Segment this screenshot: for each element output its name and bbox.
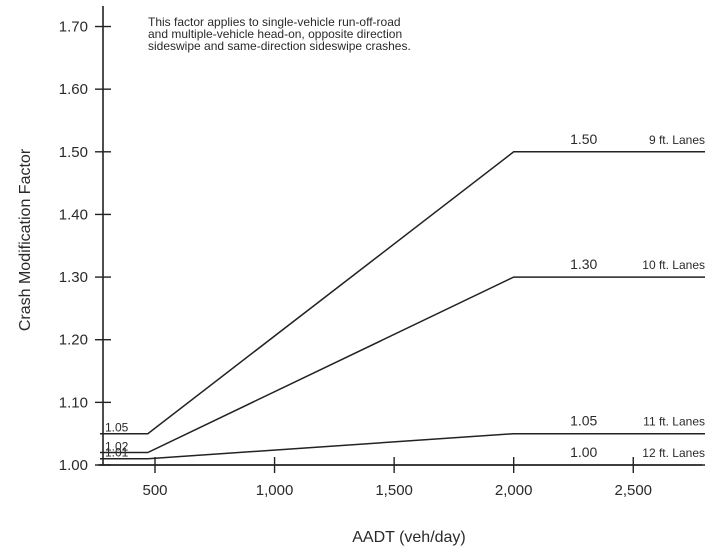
x-tick-label: 500 bbox=[142, 482, 167, 499]
x-tick-label: 1,000 bbox=[256, 482, 294, 499]
x-axis-title: AADT (veh/day) bbox=[352, 529, 466, 546]
lane-label: 11 ft. Lanes bbox=[643, 415, 705, 429]
start-value-label: 1.05 bbox=[105, 421, 129, 435]
y-tick-label: 1.60 bbox=[59, 81, 88, 98]
series-line bbox=[100, 432, 705, 460]
y-tick-label: 1.00 bbox=[59, 457, 88, 474]
lane-label: 9 ft. Lanes bbox=[649, 133, 705, 147]
y-tick-label: 1.10 bbox=[59, 394, 88, 411]
y-tick-label: 1.70 bbox=[59, 19, 88, 36]
end-value-label: 1.50 bbox=[570, 131, 597, 147]
series-line bbox=[100, 151, 705, 435]
end-value-label: 1.30 bbox=[570, 256, 597, 272]
y-tick-label: 1.20 bbox=[59, 332, 88, 349]
start-value-label: 1.01 bbox=[105, 446, 129, 460]
y-axis-title: Crash Modification Factor bbox=[17, 148, 34, 331]
start-value-label: 1.02 bbox=[105, 439, 129, 453]
y-tick-label: 1.50 bbox=[59, 144, 88, 161]
y-tick-label: 1.30 bbox=[59, 269, 88, 286]
end-value-label: 1.05 bbox=[570, 413, 597, 429]
x-tick-label: 2,000 bbox=[495, 482, 533, 499]
series-line bbox=[100, 276, 705, 454]
lane-label: 12 ft. Lanes bbox=[642, 446, 705, 460]
lane-label: 10 ft. Lanes bbox=[642, 258, 705, 272]
x-tick-label: 2,500 bbox=[614, 482, 652, 499]
x-tick-label: 1,500 bbox=[375, 482, 413, 499]
note-line: and multiple-vehicle head-on, opposite d… bbox=[148, 27, 402, 41]
note-line: This factor applies to single-vehicle ru… bbox=[148, 15, 401, 29]
end-value-label: 1.00 bbox=[570, 444, 597, 460]
note-line: sideswipe and same-direction sideswipe c… bbox=[148, 39, 411, 53]
y-tick-label: 1.40 bbox=[59, 206, 88, 223]
